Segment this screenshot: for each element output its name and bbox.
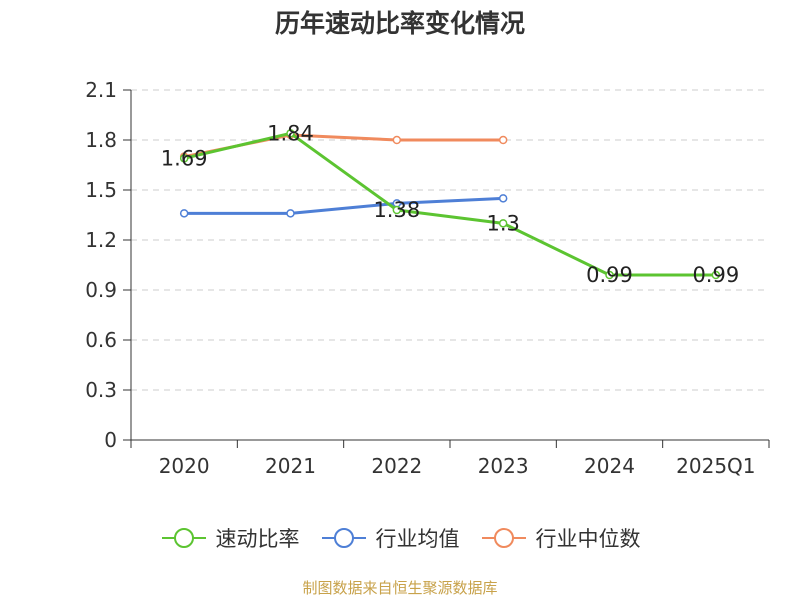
data-label: 0.99 [586,263,633,287]
data-point [498,135,508,145]
y-tick-label: 1.8 [85,128,117,152]
legend-item-industry-median[interactable]: 行业中位数 [480,523,641,553]
legend-item-quick-ratio[interactable]: 速动比率 [160,523,300,553]
data-label: 1.84 [267,121,314,145]
legend: 速动比率 行业均值 行业中位数 [0,518,800,558]
data-point [392,205,402,215]
data-point [286,209,295,218]
x-tick-label: 2022 [371,454,422,478]
axis-layer: 0 0.3 0.6 0.9 1.2 1.5 1.8 2.1 2020 2021 2022 2023 20… [85,78,770,478]
legend-item-industry-mean[interactable]: 行业均值 [320,523,460,553]
y-tick-label: 0.9 [85,278,117,302]
legend-marker-industry-mean [321,528,366,548]
series-layer [179,129,721,280]
chart-title: 历年速动比率变化情况 [274,9,525,38]
x-tick-label: 2024 [584,454,635,478]
data-label-layer: 1.69 1.84 1.38 1.3 0.99 0.99 [161,121,739,287]
legend-label-quick-ratio: 速动比率 [215,527,300,551]
source-note: 制图数据来自恒生聚源数据库 [302,579,498,597]
legend-label-industry-mean: 行业均值 [375,527,460,551]
y-tick-label: 0 [104,428,117,452]
data-point [711,270,721,280]
y-tick-label: 2.1 [85,78,117,102]
x-tick-label: 2025Q1 [676,454,755,478]
legend-label-industry-median: 行业中位数 [535,527,641,551]
data-point [498,219,508,228]
data-point [605,270,614,280]
legend-marker-quick-ratio [161,528,206,548]
series-line-1 [184,196,504,215]
series-line-0 [183,131,716,277]
y-tick-label: 1.5 [85,178,117,202]
data-label: 1.38 [373,198,420,222]
grid-layer [131,89,769,391]
y-tick-label: 0.6 [85,328,117,352]
x-tick-label: 2020 [159,454,210,478]
legend-marker-industry-median [481,528,526,548]
y-tick-label: 1.2 [85,228,117,252]
x-tick-label: 2021 [265,454,316,478]
x-tick-label: 2023 [478,454,529,478]
data-label: 1.69 [161,146,208,170]
data-label: 1.3 [486,211,519,235]
data-point [498,194,508,203]
data-point [179,154,189,163]
data-label: 0.99 [692,263,739,287]
data-point [286,129,295,138]
data-point [179,209,189,218]
y-tick-label: 0.3 [85,378,117,402]
data-point [392,135,402,145]
